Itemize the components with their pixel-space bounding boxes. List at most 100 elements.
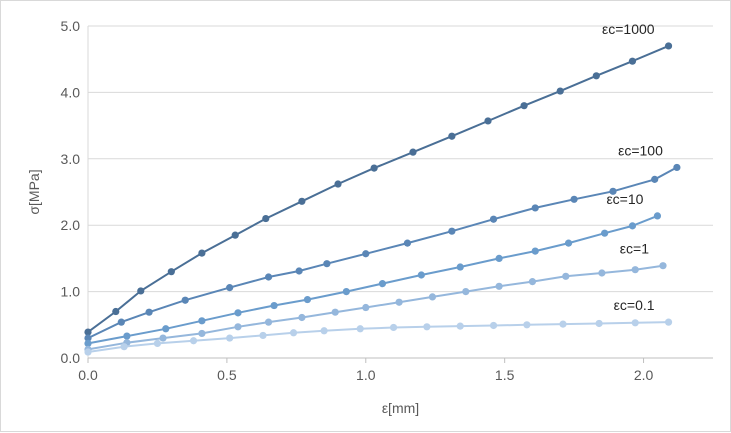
data-point	[123, 332, 131, 340]
data-point	[456, 322, 464, 330]
series-labels: εc=1000 εc=100 εc=10 εc=1 εc=0.1	[602, 21, 663, 313]
data-point	[84, 328, 92, 336]
data-point	[628, 222, 637, 230]
y-tick-label: 5.0	[61, 18, 81, 34]
data-point	[659, 262, 667, 270]
data-point	[231, 231, 239, 239]
series-2	[84, 212, 662, 347]
data-point	[531, 204, 539, 212]
data-point	[234, 309, 242, 317]
data-point	[448, 132, 456, 140]
data-point	[389, 323, 398, 332]
data-point	[137, 287, 145, 295]
data-point	[564, 239, 573, 247]
data-point	[528, 278, 537, 286]
x-tick-label: 0.5	[217, 367, 237, 383]
y-tick-label: 1.0	[61, 284, 81, 300]
data-point	[162, 325, 170, 333]
data-point	[264, 318, 273, 326]
y-tick-label: 3.0	[61, 151, 81, 167]
x-tick-label: 1.0	[356, 367, 376, 383]
data-point	[298, 313, 306, 322]
data-point	[484, 117, 492, 125]
x-tick-labels: 0.0 0.5 1.0 1.5 2.0	[78, 358, 653, 383]
data-point	[362, 250, 370, 258]
data-point	[334, 180, 342, 188]
data-point	[609, 187, 617, 195]
data-point	[234, 323, 242, 331]
data-point	[495, 254, 503, 262]
data-point	[378, 280, 387, 288]
data-point	[462, 288, 470, 296]
x-tick-label: 0.0	[78, 367, 98, 383]
series-label: εc=1	[620, 241, 649, 257]
data-point	[489, 215, 498, 223]
data-point	[592, 72, 600, 80]
gridlines	[87, 25, 713, 358]
data-point	[601, 229, 609, 237]
data-point	[323, 260, 331, 268]
data-point	[120, 343, 128, 351]
data-point	[189, 337, 198, 345]
data-point	[112, 307, 120, 316]
data-point	[289, 329, 298, 337]
data-point	[417, 271, 425, 279]
data-point	[631, 319, 639, 327]
series-label: εc=10	[606, 191, 643, 207]
data-point	[409, 148, 417, 156]
data-point	[456, 263, 464, 271]
data-point	[559, 320, 567, 328]
data-point	[653, 212, 662, 220]
series-0	[84, 42, 673, 336]
data-point	[295, 267, 303, 275]
data-point	[523, 321, 531, 329]
data-point	[259, 331, 267, 340]
y-tick-label: 2.0	[61, 217, 81, 233]
data-point	[84, 334, 92, 342]
data-point	[270, 301, 278, 310]
data-point	[651, 175, 659, 183]
data-point	[159, 334, 167, 342]
series-label: εc=1000	[602, 21, 655, 37]
x-tick-label: 1.5	[495, 367, 515, 383]
data-point	[356, 325, 364, 333]
data-point	[448, 227, 456, 235]
data-point	[428, 293, 437, 301]
data-point	[664, 42, 673, 50]
y-tick-label: 4.0	[61, 84, 81, 100]
data-point	[84, 348, 92, 356]
data-point	[631, 266, 639, 274]
data-point	[198, 329, 206, 338]
data-point	[298, 197, 306, 205]
data-point	[520, 102, 528, 110]
data-point	[84, 339, 92, 347]
data-point	[153, 339, 162, 347]
data-point	[331, 308, 339, 316]
y-tick-label: 0.0	[61, 350, 81, 366]
data-point	[556, 87, 564, 95]
series-line	[87, 321, 669, 353]
data-point	[570, 195, 578, 203]
data-point	[370, 164, 378, 172]
data-point	[181, 296, 189, 304]
series-3	[84, 262, 667, 353]
x-tick-label: 2.0	[634, 367, 654, 383]
series-line	[87, 264, 664, 351]
series-4	[84, 318, 673, 356]
data-point	[342, 288, 350, 296]
data-point	[264, 273, 273, 281]
data-point	[403, 239, 412, 247]
data-point	[226, 284, 234, 292]
series-1	[84, 163, 681, 342]
data-point	[531, 247, 539, 255]
data-point	[303, 295, 312, 304]
data-point	[673, 163, 681, 172]
series-line	[87, 166, 678, 340]
data-point	[562, 272, 570, 280]
data-point	[198, 317, 206, 325]
data-point	[362, 303, 370, 312]
data-point	[489, 321, 498, 330]
data-point	[423, 323, 431, 331]
